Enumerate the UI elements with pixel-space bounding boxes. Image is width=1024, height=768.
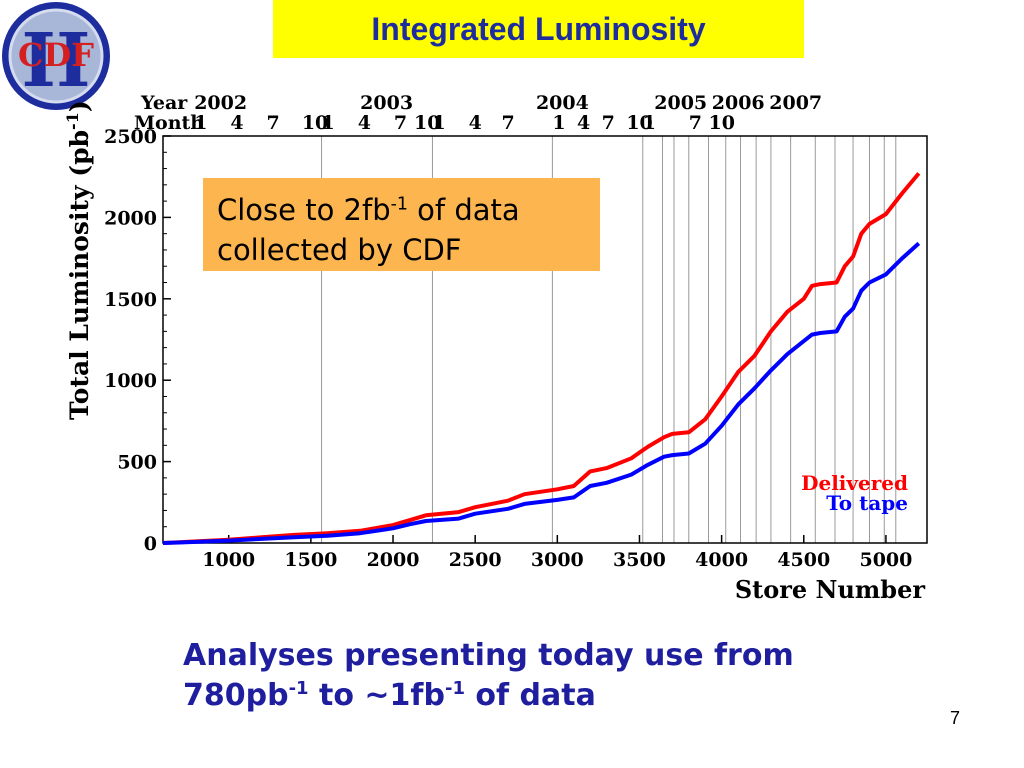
top-month-label: 7 — [501, 112, 514, 134]
x-tick-label: 5000 — [859, 549, 912, 571]
top-year-label: 2006 — [712, 92, 765, 114]
y-axis-label-sup: -1 — [63, 112, 82, 130]
top-year-label: 2004 — [536, 92, 589, 114]
series-line-to-tape — [162, 241, 921, 545]
bottom-c: of data — [464, 678, 596, 713]
top-year-label: 2007 — [769, 92, 822, 114]
top-month-label: 4 — [469, 112, 482, 134]
x-tick-label: 4000 — [695, 549, 748, 571]
legend-delivered: Delivered — [801, 471, 908, 495]
bottom-a: 780pb — [183, 678, 289, 713]
y-tick-label: 1000 — [104, 370, 157, 392]
logo-text: CDF — [18, 36, 94, 74]
top-month-label: 1 — [432, 112, 445, 134]
y-tick-label: 2500 — [104, 126, 157, 148]
top-month-label: 7 — [602, 112, 615, 134]
top-month-label: 1 — [643, 112, 656, 134]
cdf-logo: II CDF — [2, 2, 110, 110]
grid-lines — [321, 136, 897, 543]
top-month-label: 10 — [708, 112, 734, 134]
legend-to-tape: To tape — [826, 491, 908, 515]
x-tick-label: 1500 — [284, 549, 337, 571]
x-tick-label: 3000 — [531, 549, 584, 571]
x-tick-label: 2500 — [449, 549, 502, 571]
top-year-label: 2005 — [654, 92, 707, 114]
y-ticks: 0 500 1000 1500 2000 2500 — [104, 126, 171, 555]
top-month-label: 1 — [552, 112, 565, 134]
bottom-line1: Analyses presenting today use from — [183, 638, 794, 673]
page-number: 7 — [950, 708, 961, 728]
top-month-label: 7 — [267, 112, 280, 134]
top-month-label: 7 — [689, 112, 702, 134]
bottom-sup1: -1 — [288, 678, 309, 699]
series-line-delivered — [162, 172, 921, 545]
y-tick-label: 0 — [144, 533, 157, 555]
top-month-label: 4 — [358, 112, 371, 134]
top-month-label: 10 — [626, 112, 652, 134]
callout-part2: of data collected by CDF — [217, 193, 520, 267]
y-axis-label-main: Total Luminosity (pb — [65, 130, 94, 420]
callout-box: Close to 2fb-1 of data collected by CDF — [203, 178, 600, 271]
title-banner: Integrated Luminosity — [273, 0, 804, 58]
bottom-line2: 780pb-1 to ~1fb-1 of data — [183, 676, 943, 716]
top-month-label: 7 — [394, 112, 407, 134]
x-tick-label: 4500 — [777, 549, 830, 571]
bottom-b: to ~1fb — [308, 678, 445, 713]
top-axis-year-label: Year — [140, 92, 188, 114]
x-tick-label: 2000 — [367, 549, 420, 571]
callout-part1: Close to 2fb — [217, 193, 391, 227]
x-axis-label: Store Number — [735, 575, 926, 604]
slide-title: Integrated Luminosity — [371, 10, 706, 47]
top-year-label: 2003 — [360, 92, 413, 114]
top-year-label: 2002 — [194, 92, 247, 114]
callout-sup: -1 — [390, 194, 408, 215]
top-month-label: 10 — [302, 112, 328, 134]
y-axis-label-close: ) — [65, 100, 94, 112]
y-tick-label: 2000 — [104, 207, 157, 229]
bottom-caption: Analyses presenting today use from 780pb… — [183, 636, 943, 716]
top-month-label: 1 — [322, 112, 335, 134]
top-axis-month-label: Month — [134, 112, 204, 134]
luminosity-chart: 0 500 1000 1500 2000 2500 1000 1500 2000 2500 300… — [63, 92, 928, 604]
logo-numeral: II — [21, 18, 90, 104]
top-month-label: 4 — [230, 112, 243, 134]
y-tick-label: 1500 — [104, 289, 157, 311]
top-month-label: 10 — [414, 112, 440, 134]
y-tick-label: 500 — [117, 452, 157, 474]
x-tick-label: 3500 — [613, 549, 666, 571]
x-ticks: 1000 1500 2000 2500 3000 3500 4000 4500 5000 — [202, 535, 912, 571]
plot-frame — [162, 135, 928, 544]
bottom-sup2: -1 — [444, 678, 465, 699]
x-tick-label: 1000 — [202, 549, 255, 571]
top-month-label: 1 — [194, 112, 207, 134]
top-month-label: 4 — [577, 112, 590, 134]
y-axis-label: Total Luminosity (pb-1) — [63, 100, 94, 420]
series-lines — [162, 172, 921, 545]
